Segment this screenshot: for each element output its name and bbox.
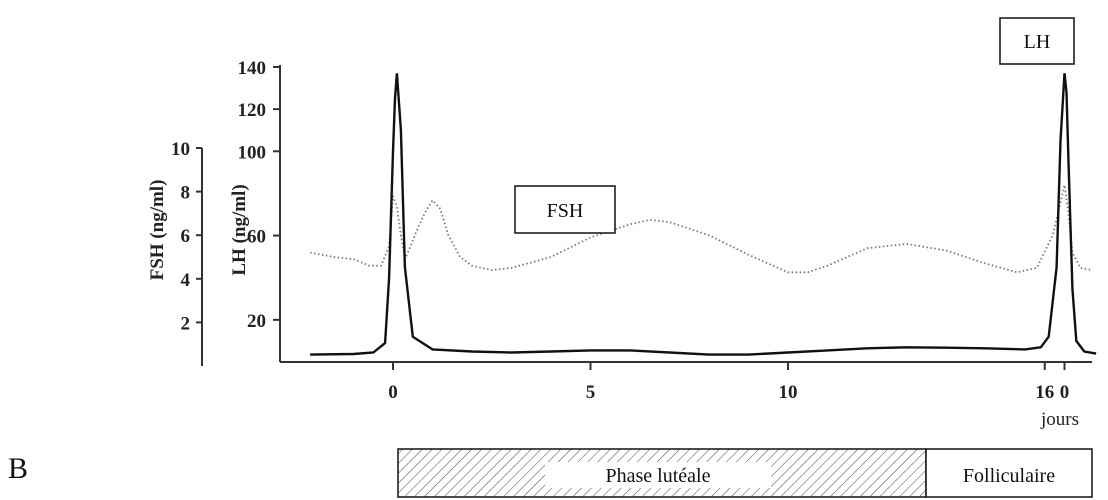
lh-annotation: LH [999,17,1075,65]
fsh-annotation-label: FSH [547,200,584,222]
lh-tick-label: 60 [247,227,266,248]
fsh-annotation: FSH [514,185,616,234]
phase-bar: Phase lutéale Folliculaire [397,448,1093,498]
phase-follicular-box [925,448,1093,498]
lh-ticks: 20 60 100 120 140 [238,58,280,332]
x-ticks: 0 5 10 16 0 [388,362,1069,403]
lh-series-line [310,73,1097,356]
lh-annotation-label: LH [1024,31,1051,53]
phase-luteal-label: Phase lutéale [606,465,711,487]
lh-tick-label: 120 [238,100,267,121]
x-tick-label: 0 [388,382,398,403]
lh-tick-label: 100 [238,142,267,163]
fsh-tick-label: 10 [171,139,190,160]
fsh-axis-title: FSH (ng/ml) [147,180,168,281]
fsh-tick-label: 6 [181,226,191,247]
x-tick-label: 5 [586,382,596,403]
lh-axis-title: LH (ng/ml) [229,184,250,275]
fsh-tick-label: 2 [181,313,191,334]
fsh-ticks: 2 4 6 8 10 [171,139,202,334]
phase-follicular-label: Folliculaire [963,465,1055,487]
x-tick-label: 10 [779,382,798,403]
figure-label: B [8,452,28,485]
x-tick-label: 0 [1060,382,1070,403]
fsh-tick-label: 8 [181,183,191,204]
x-axis-title: jours [1040,409,1079,430]
fsh-tick-label: 4 [181,270,191,291]
lh-tick-label: 140 [238,58,267,79]
lh-tick-label: 20 [247,311,266,332]
fsh-series-line [309,184,1093,274]
x-tick-label: 16 [1035,382,1054,403]
